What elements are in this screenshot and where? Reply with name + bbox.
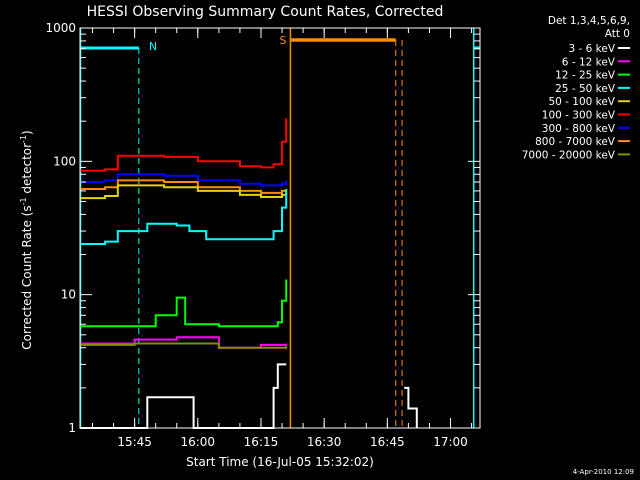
y-axis-label: Corrected Count Rate (s-1 detector-1) — [19, 130, 34, 349]
legend-label: 100 - 300 keV — [542, 110, 616, 122]
saa-label: S — [279, 34, 286, 47]
x-tick-label: 16:45 — [370, 435, 405, 449]
legend-label: 12 - 25 keV — [555, 70, 616, 82]
y-tick-label: 1 — [68, 421, 76, 435]
y-tick-label: 1000 — [45, 21, 76, 35]
axes: 1 10 100 1000 15:45 16:00 16:15 16:30 16:45 17:00 — [45, 21, 480, 449]
night-label: N — [149, 40, 157, 53]
legend-header-line1: Det 1,3,4,5,6,9, — [548, 15, 630, 27]
plot-frame — [79, 27, 481, 429]
x-axis-label: Start Time (16-Jul-05 15:32:02) — [186, 455, 374, 469]
legend-label: 800 - 7000 keV — [535, 136, 616, 148]
legend-label: 50 - 100 keV — [548, 96, 615, 108]
x-tick-label: 16:30 — [307, 435, 342, 449]
legend-label: 25 - 50 keV — [555, 83, 616, 95]
legend-label: 300 - 800 keV — [542, 123, 616, 135]
legend-label: 3 - 6 keV — [568, 43, 615, 55]
chart-title: HESSI Observing Summary Count Rates, Cor… — [87, 4, 444, 20]
legend-label: 6 - 12 keV — [562, 56, 616, 68]
x-tick-label: 16:15 — [244, 435, 279, 449]
y-tick-label: 10 — [61, 288, 76, 302]
legend-label: 7000 - 20000 keV — [522, 149, 616, 161]
x-tick-label: 16:00 — [180, 435, 215, 449]
footer-date: 4-Apr-2010 12:09 — [573, 468, 634, 476]
x-tick-label: 15:45 — [117, 435, 152, 449]
legend-header-line2: Att 0 — [605, 28, 630, 40]
y-tick-label: 100 — [53, 154, 76, 168]
x-tick-label: 17:00 — [433, 435, 468, 449]
